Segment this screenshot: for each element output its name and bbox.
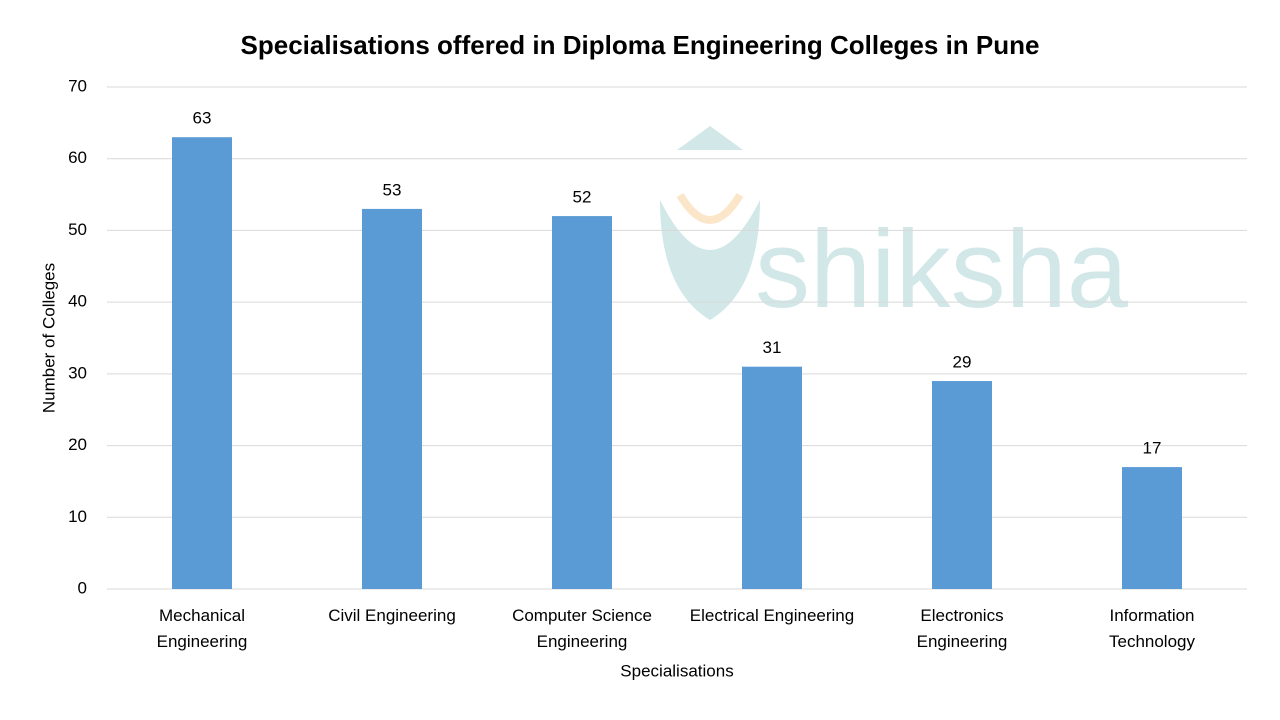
value-label: 63 xyxy=(193,109,212,128)
value-label: 52 xyxy=(573,188,592,207)
y-tick-label: 20 xyxy=(68,435,87,454)
bar xyxy=(172,137,232,589)
value-label: 53 xyxy=(383,180,402,199)
x-tick-label: Civil Engineering xyxy=(328,606,456,625)
y-axis-label: Number of Colleges xyxy=(39,263,58,413)
watermark-cap xyxy=(677,126,743,150)
watermark-arc xyxy=(676,192,744,224)
x-tick-label: Electrical Engineering xyxy=(689,606,855,625)
y-tick-label: 10 xyxy=(68,507,87,526)
x-tick-label: Information Technology xyxy=(1108,606,1195,651)
bar xyxy=(552,216,612,590)
value-label: 17 xyxy=(1143,439,1162,458)
x-axis-label: Specialisations xyxy=(620,661,733,680)
y-tick-label: 70 xyxy=(68,76,87,95)
watermark: shiksha xyxy=(660,126,1129,331)
y-tick-label: 40 xyxy=(68,292,87,311)
y-tick-label: 0 xyxy=(78,578,87,597)
chart-title: Specialisations offered in Diploma Engin… xyxy=(241,30,1040,60)
x-tick-label: Electronics Engineering xyxy=(916,606,1008,651)
value-label: 31 xyxy=(763,338,782,357)
bar xyxy=(1122,467,1182,589)
bar xyxy=(932,381,992,589)
y-tick-label: 30 xyxy=(68,363,87,382)
value-label: 29 xyxy=(953,353,972,372)
y-tick-label: 50 xyxy=(68,220,87,239)
y-tick-label: 60 xyxy=(68,148,87,167)
bar xyxy=(742,366,802,589)
watermark-text: shiksha xyxy=(755,208,1129,331)
x-tick-label: Computer Science Engineering xyxy=(512,606,652,651)
x-tick-label: Mechanical Engineering xyxy=(156,606,248,651)
bar xyxy=(362,208,422,589)
watermark-leaf xyxy=(660,200,760,320)
